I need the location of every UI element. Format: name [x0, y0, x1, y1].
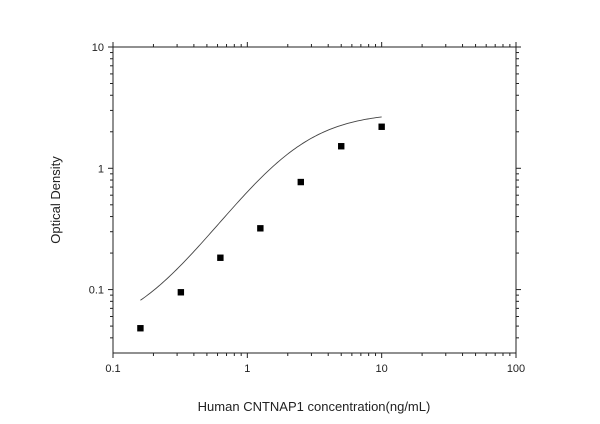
data-point: [257, 225, 264, 232]
x-axis-title: Human CNTNAP1 concentration(ng/mL): [198, 399, 431, 414]
fit-curve: [140, 116, 382, 301]
data-point: [137, 325, 144, 332]
x-tick-label: 10: [376, 363, 388, 375]
data-points-layer: [137, 123, 385, 332]
y-axis-title: Optical Density: [48, 156, 63, 244]
ticks-layer: 0.1 1 10 100 0.1 1 10: [89, 42, 525, 375]
x-tick-label: 0.1: [105, 363, 120, 375]
x-tick-label: 100: [507, 363, 525, 375]
data-point: [297, 178, 304, 186]
y-tick-label: 1: [98, 163, 104, 175]
y-tick-label: 10: [92, 42, 104, 54]
fit-curve-layer: [140, 116, 382, 301]
data-point: [217, 254, 224, 261]
y-tick-label: 0.1: [89, 285, 104, 297]
data-point: [338, 143, 345, 150]
data-point: [378, 123, 385, 130]
data-point: [177, 289, 185, 296]
plot-area: [112, 46, 517, 354]
x-tick-label: 1: [244, 363, 250, 375]
